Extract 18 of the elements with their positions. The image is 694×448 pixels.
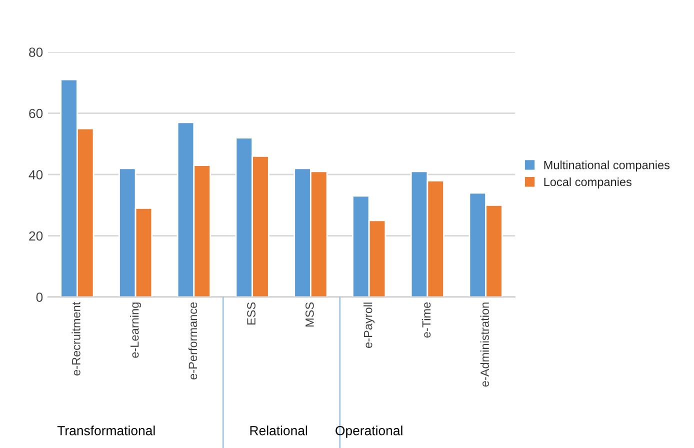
x-tick-label: ESS: [247, 302, 256, 325]
y-tick-label: 80: [29, 48, 43, 57]
y-tick-label: 0: [36, 292, 43, 302]
x-tick-label: e-Performance: [188, 302, 198, 380]
x-tick-label: e-Time: [422, 302, 431, 338]
x-tick-label: e-Payroll: [364, 302, 375, 348]
x-tick-label: MSS: [305, 302, 314, 326]
x-tick-label: e-Learning: [130, 302, 142, 358]
x-tick-label: e-Administration: [480, 302, 489, 387]
y-tick-label: 20: [29, 231, 43, 241]
x-tick-label: e-Recruitment: [72, 302, 80, 376]
legend-label: Multinational companies: [544, 160, 670, 172]
text: Transformational: [57, 426, 155, 436]
y-tick-label: 40: [28, 170, 43, 180]
y-tick-label: 60: [29, 108, 43, 118]
text: Relational: [250, 426, 308, 436]
legend-label: Local companies: [544, 177, 632, 188]
text: Operational: [336, 426, 402, 438]
